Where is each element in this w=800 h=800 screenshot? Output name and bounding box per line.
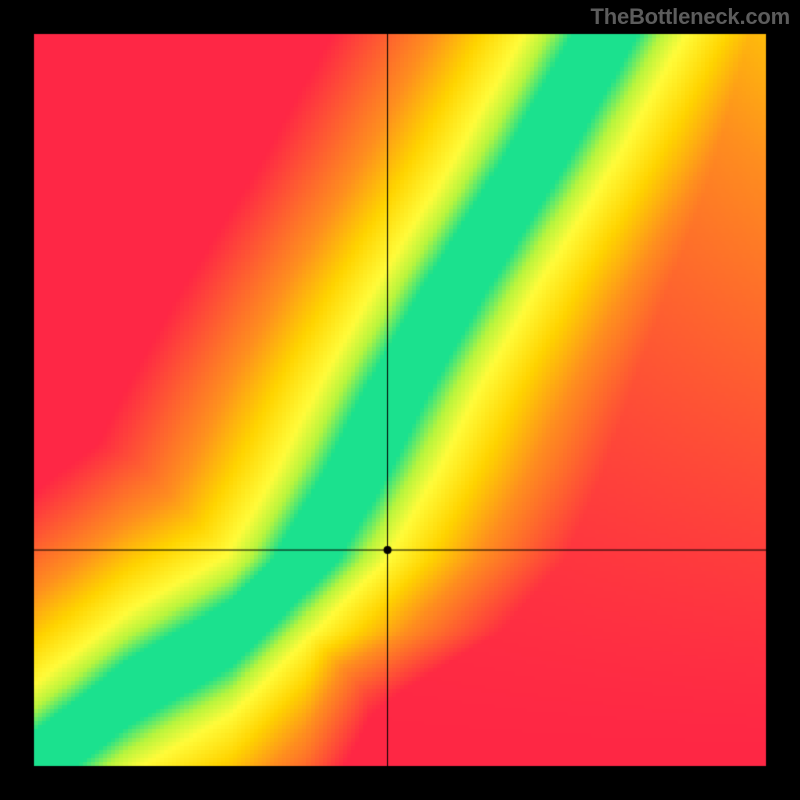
chart-frame: TheBottleneck.com	[0, 0, 800, 800]
bottleneck-heatmap-canvas	[0, 0, 800, 800]
watermark-text: TheBottleneck.com	[590, 4, 790, 30]
